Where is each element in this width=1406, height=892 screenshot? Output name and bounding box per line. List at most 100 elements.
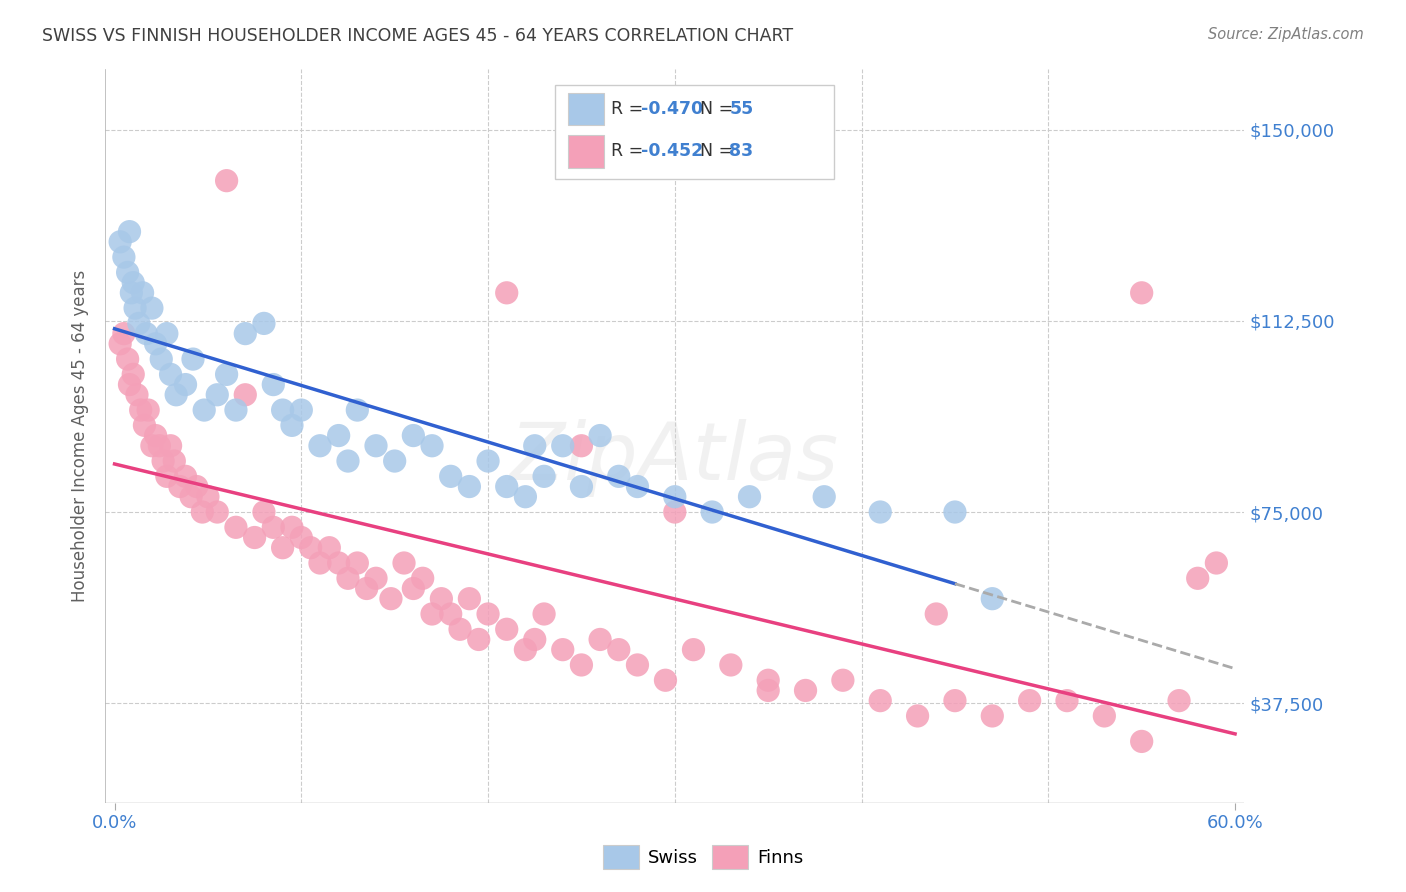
Point (318, 541, 340, 555)
Point (682, 642, 704, 657)
Point (124, 301, 146, 315)
Point (180, 490, 202, 504)
Point (551, 642, 574, 657)
Point (756, 673, 779, 688)
Text: 83: 83 (730, 143, 754, 161)
Point (309, 556, 332, 570)
Point (440, 607, 463, 621)
Point (907, 709, 929, 723)
Point (467, 632, 489, 647)
Point (925, 607, 948, 621)
Point (515, 642, 537, 657)
Point (163, 454, 186, 468)
Point (402, 582, 425, 596)
Point (571, 439, 593, 453)
Point (128, 317, 150, 331)
Point (165, 388, 187, 402)
Point (420, 439, 443, 453)
Point (271, 403, 294, 417)
Point (607, 642, 630, 657)
Point (122, 368, 145, 382)
Point (215, 368, 238, 382)
Point (346, 403, 368, 417)
Point (186, 479, 208, 493)
Point (125, 388, 148, 402)
FancyBboxPatch shape (568, 136, 605, 168)
Point (1205, 556, 1227, 570)
Point (122, 276, 145, 290)
Point (551, 439, 574, 453)
Text: 55: 55 (730, 100, 754, 118)
Text: N =: N = (700, 143, 738, 161)
Point (523, 439, 546, 453)
Point (225, 520, 247, 534)
Point (233, 326, 256, 341)
Point (654, 673, 676, 688)
Point (281, 418, 304, 433)
Point (664, 490, 686, 504)
Point (108, 336, 131, 351)
Point (129, 403, 152, 417)
Point (159, 368, 181, 382)
Point (197, 490, 219, 504)
Point (1018, 693, 1040, 707)
Point (112, 326, 135, 341)
Point (191, 505, 214, 519)
Point (477, 607, 499, 621)
Point (120, 285, 142, 300)
Point (290, 531, 312, 545)
Point (207, 505, 229, 519)
Point (458, 591, 481, 606)
Point (290, 403, 312, 417)
Point (477, 454, 499, 468)
Point (523, 632, 546, 647)
Point (141, 301, 163, 315)
Y-axis label: Householder Income Ages 45 - 64 years: Householder Income Ages 45 - 64 years (72, 269, 89, 602)
Point (571, 657, 593, 672)
FancyBboxPatch shape (555, 85, 834, 178)
Point (589, 428, 612, 442)
Point (515, 490, 537, 504)
Point (118, 225, 141, 239)
Point (364, 571, 387, 585)
Point (831, 673, 853, 688)
Point (664, 505, 686, 519)
Point (412, 571, 434, 585)
Point (181, 352, 204, 367)
Point (449, 622, 471, 636)
Point (869, 693, 891, 707)
Text: Source: ZipAtlas.com: Source: ZipAtlas.com (1208, 27, 1364, 42)
Point (253, 317, 276, 331)
Point (533, 469, 555, 483)
Point (156, 326, 179, 341)
Point (117, 265, 139, 279)
Point (328, 428, 350, 442)
Point (720, 657, 742, 672)
Point (1187, 571, 1209, 585)
Point (1056, 693, 1078, 707)
Point (626, 479, 648, 493)
Point (430, 591, 453, 606)
Point (117, 352, 139, 367)
Point (420, 607, 443, 621)
Point (145, 336, 167, 351)
Point (943, 505, 966, 519)
Point (738, 490, 761, 504)
Point (174, 469, 197, 483)
Point (458, 479, 481, 493)
Point (813, 490, 835, 504)
Text: SWISS VS FINNISH HOUSEHOLDER INCOME AGES 45 - 64 YEARS CORRELATION CHART: SWISS VS FINNISH HOUSEHOLDER INCOME AGES… (42, 27, 793, 45)
Point (981, 709, 1004, 723)
Point (262, 377, 284, 392)
Point (141, 439, 163, 453)
Point (225, 403, 247, 417)
Point (384, 454, 406, 468)
Text: -0.470: -0.470 (641, 100, 703, 118)
Point (364, 439, 387, 453)
Point (134, 418, 156, 433)
Point (337, 571, 360, 585)
Point (495, 479, 517, 493)
Point (1168, 693, 1191, 707)
Point (1092, 709, 1115, 723)
Point (356, 582, 378, 596)
